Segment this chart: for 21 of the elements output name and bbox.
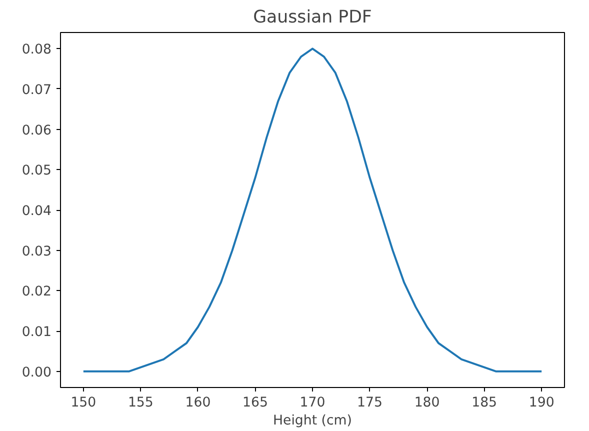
y-tick-label: 0.07 (22, 82, 52, 98)
y-tick-label: 0.00 (22, 365, 52, 380)
x-tick-label: 170 (300, 396, 326, 410)
x-tick-label: 175 (357, 396, 383, 410)
x-tick-label: 185 (472, 396, 498, 410)
chart-title: Gaussian PDF (253, 8, 372, 28)
x-tick-label: 160 (185, 396, 211, 410)
y-tick-label: 0.01 (22, 325, 52, 340)
y-tick-label: 0.08 (22, 42, 52, 58)
y-tick-label: 0.05 (22, 164, 52, 179)
y-tick-label: 0.03 (22, 244, 52, 260)
x-tick-label: 150 (70, 396, 96, 410)
x-tick-label: 190 (528, 396, 554, 410)
y-tick-label: 0.02 (22, 284, 52, 300)
x-tick-label: 180 (414, 396, 440, 410)
x-tick-label: 155 (128, 396, 154, 410)
line-series (82, 48, 543, 372)
x-tick-label: 165 (242, 396, 268, 410)
y-tick-label: 0.04 (22, 204, 52, 219)
x-axis-title: Height (cm) (272, 414, 352, 428)
y-tick-label: 0.06 (22, 123, 52, 138)
